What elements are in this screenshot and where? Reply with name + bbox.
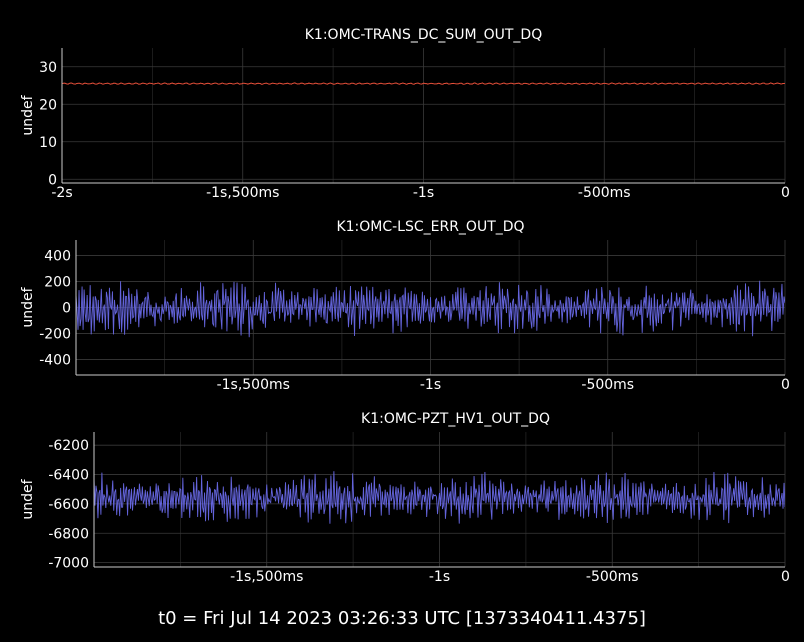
x-tick-label: -1s xyxy=(420,377,441,393)
x-tick-label: -1s xyxy=(429,569,450,585)
series-line xyxy=(76,280,785,338)
y-tick-label: 30 xyxy=(39,60,57,76)
y-axis-label: undef xyxy=(20,478,36,519)
y-tick-label: -6600 xyxy=(48,497,89,513)
y-tick-label: 0 xyxy=(62,301,71,317)
x-tick-label: -1s xyxy=(413,185,434,201)
y-tick-label: -400 xyxy=(39,352,71,368)
series-line xyxy=(94,471,785,524)
y-tick-label: -6400 xyxy=(48,468,89,484)
y-tick-label: -200 xyxy=(39,326,71,342)
x-tick-label: -1s,500ms xyxy=(206,185,279,201)
y-tick-label: 200 xyxy=(44,275,71,291)
chart-title: K1:OMC-LSC_ERR_OUT_DQ xyxy=(336,219,524,235)
footer-timestamp: t0 = Fri Jul 14 2023 03:26:33 UTC [13733… xyxy=(158,608,646,629)
chart-panel-1: 0 10 20 30 -2s -1s,500ms -1s -500ms 0 K1:OMC-TRAN… xyxy=(20,27,790,201)
y-tick-label: 10 xyxy=(39,135,57,151)
chart-title: K1:OMC-TRANS_DC_SUM_OUT_DQ xyxy=(305,27,542,43)
panels: 0 10 20 30 -2s -1s,500ms -1s -500ms 0 K1:OMC-TRAN… xyxy=(20,27,790,585)
x-tick-label: -500ms xyxy=(586,569,639,585)
chart-panel-3: -7000 -6800 -6600 -6400 -6200 -1s,500ms -1s -50… xyxy=(20,411,790,585)
y-tick-label: -6800 xyxy=(48,526,89,542)
y-axis-label: undef xyxy=(20,286,36,327)
chart-panel-2: -400 -200 0 200 400 -1s,500ms -1s -500ms 0 K1:OMC… xyxy=(20,219,790,393)
x-tick-label: -1s,500ms xyxy=(217,377,290,393)
x-tick-label: 0 xyxy=(781,185,790,201)
y-tick-label: 400 xyxy=(44,249,71,265)
x-tick-label: -500ms xyxy=(578,185,631,201)
chart-title: K1:OMC-PZT_HV1_OUT_DQ xyxy=(361,411,550,427)
x-tick-label: -2s xyxy=(51,185,72,201)
x-tick-label: -1s,500ms xyxy=(230,569,303,585)
x-tick-label: 0 xyxy=(781,377,790,393)
y-tick-label: -7000 xyxy=(48,556,89,572)
y-tick-label: 0 xyxy=(48,172,57,188)
x-tick-label: 0 xyxy=(781,569,790,585)
y-tick-label: 20 xyxy=(39,97,57,113)
series-line xyxy=(62,82,785,85)
y-axis-label: undef xyxy=(20,94,36,135)
y-tick-label: -6200 xyxy=(48,438,89,454)
x-tick-label: -500ms xyxy=(581,377,634,393)
